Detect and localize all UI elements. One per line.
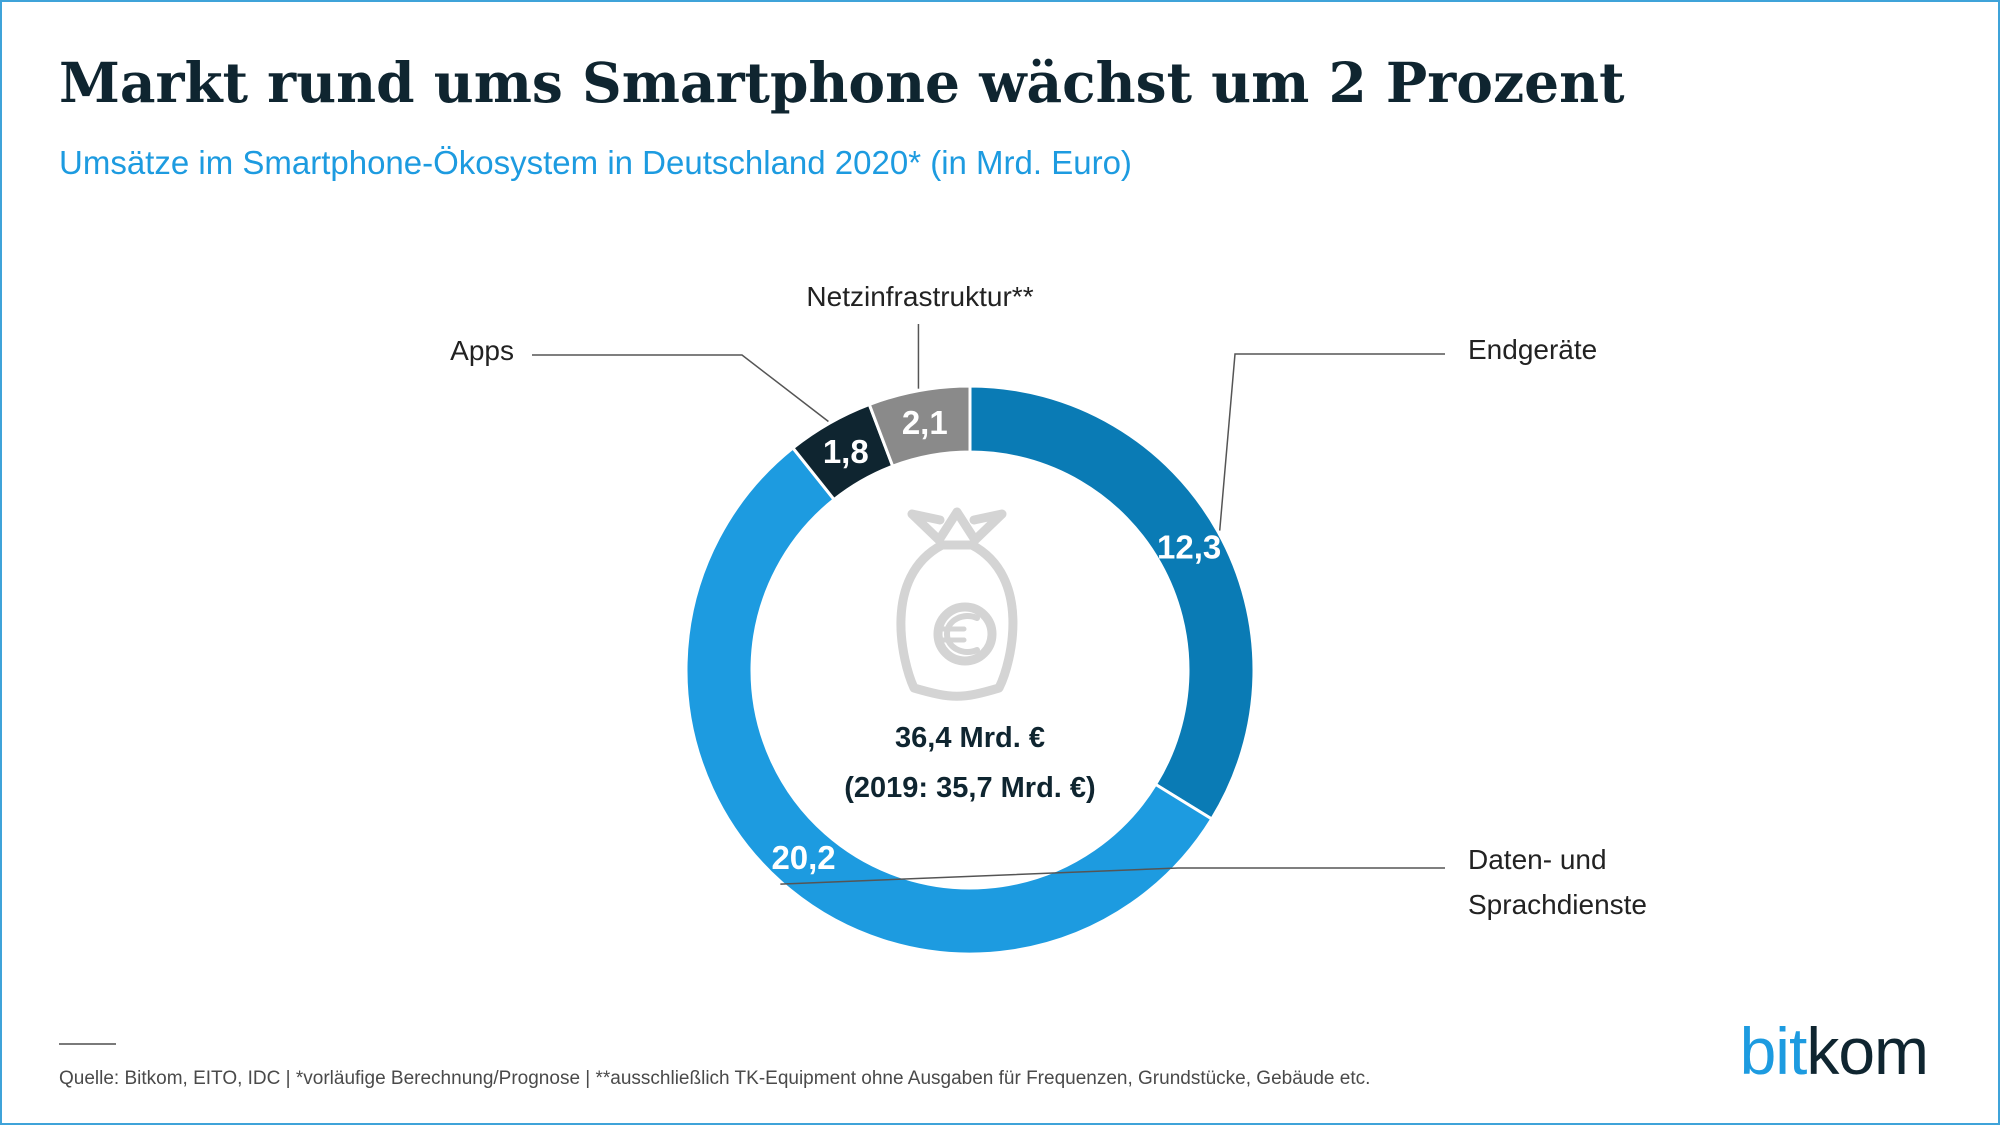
value-label-endger-te: 12,3: [1157, 529, 1221, 566]
bitkom-logo: bitkom: [1740, 1018, 1929, 1084]
donut-segments: [684, 384, 1256, 956]
logo-part-kom: kom: [1806, 1014, 1929, 1088]
category-label-apps: Apps: [450, 335, 514, 366]
center-previous-label: (2019: 35,7 Mrd. €): [844, 772, 1095, 804]
logo-part-bit: bit: [1739, 1014, 1808, 1088]
category-label-endger-te: Endgeräte: [1468, 334, 1597, 365]
category-label-netzinfrastruktur: Netzinfrastruktur**: [806, 281, 1033, 312]
chart-title: Markt rund ums Smartphone wächst um 2 Pr…: [59, 50, 1625, 115]
value-labels: 12,3 20,2 1,8 2,1: [771, 404, 1221, 876]
money-bag-euro-icon: [896, 507, 1018, 701]
callout-line-apps: [532, 354, 829, 423]
donut-segment-netzinfrastruktur: [867, 384, 972, 469]
value-label-netzinfrastruktur: 2,1: [902, 404, 948, 441]
callout-line-daten-und-sprachdienste: [780, 867, 1445, 885]
chart-subtitle: Umsätze im Smartphone-Ökosystem in Deuts…: [59, 144, 1132, 181]
callout-lines: [532, 324, 1445, 885]
category-label-daten-und-sprachdienste: Daten- und Sprachdienste: [1468, 844, 1647, 920]
value-label-daten-und-sprachdienste: 20,2: [771, 839, 835, 876]
value-label-apps: 1,8: [823, 433, 869, 470]
category-labels: Endgeräte Daten- und Sprachdienste Apps Netz…: [450, 281, 1647, 920]
donut-segment-endger-te: [968, 384, 1256, 822]
footnote-divider: [59, 1043, 116, 1045]
callout-line-endger-te: [1218, 353, 1445, 531]
source-footnote: Quelle: Bitkom, EITO, IDC | *vorläufige …: [59, 1068, 1371, 1089]
center-total-label: 36,4 Mrd. €: [895, 722, 1045, 754]
donut-segment-daten-und-sprachdienste: [684, 445, 1214, 956]
